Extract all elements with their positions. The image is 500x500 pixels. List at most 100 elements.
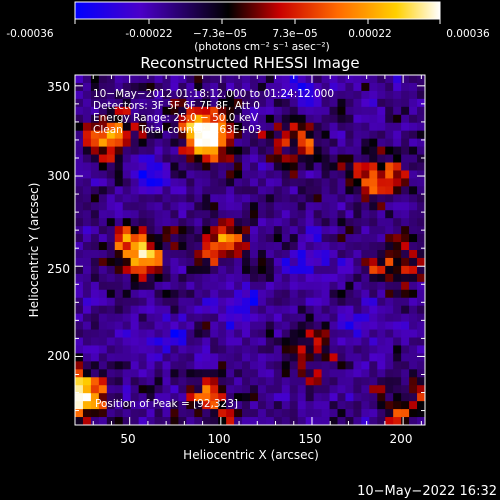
heatmap-cell	[377, 329, 386, 339]
heatmap-cell	[194, 401, 203, 410]
heatmap-cell	[162, 162, 172, 172]
heatmap-cell	[250, 353, 259, 362]
heatmap-cell	[178, 234, 187, 243]
heatmap-cell	[393, 170, 402, 179]
heatmap-cell	[98, 98, 108, 108]
heatmap-cell	[194, 114, 203, 124]
heatmap-cell	[242, 337, 251, 347]
heatmap-cell	[289, 305, 299, 315]
heatmap-cell	[417, 202, 425, 211]
heatmap-cell	[289, 377, 299, 386]
heatmap-cell	[146, 106, 156, 116]
heatmap-cell	[393, 210, 402, 219]
heatmap-cell	[242, 242, 251, 251]
heatmap-cell	[337, 345, 347, 354]
heatmap-cell	[178, 242, 187, 251]
heatmap-cell	[194, 106, 203, 116]
heatmap-cell	[369, 162, 378, 172]
heatmap-cell	[385, 130, 394, 140]
heatmap-cell	[106, 265, 116, 275]
heatmap-cell	[281, 401, 291, 410]
colorbar-tick-label: 0.00036	[446, 28, 490, 40]
heatmap-cell	[385, 281, 394, 291]
heatmap-cell	[186, 226, 195, 235]
heatmap-cell	[98, 265, 108, 275]
heatmap-cell	[114, 257, 124, 267]
heatmap-cell	[297, 321, 307, 331]
heatmap-cell	[329, 393, 339, 402]
heatmap-cell	[257, 289, 267, 299]
heatmap-cell	[202, 234, 211, 243]
heatmap-cell	[90, 186, 100, 195]
heatmap-cell	[313, 122, 323, 132]
heatmap-cell	[202, 417, 211, 425]
heatmap-cell	[257, 202, 267, 211]
heatmap-cell	[178, 226, 187, 235]
heatmap-cell	[170, 130, 179, 140]
heatmap-cell	[82, 305, 92, 315]
heatmap-cell	[393, 345, 402, 354]
heatmap-cell	[75, 170, 84, 179]
heatmap-cell	[281, 289, 291, 299]
heatmap-cell	[82, 313, 92, 323]
heatmap-cell	[90, 385, 100, 394]
heatmap-cell	[122, 90, 132, 100]
heatmap-cell	[226, 82, 235, 92]
heatmap-cell	[242, 417, 251, 425]
heatmap-cell	[186, 162, 195, 172]
heatmap-cell	[385, 154, 394, 164]
heatmap-cell	[186, 369, 195, 378]
heatmap-cell	[218, 417, 227, 425]
heatmap-cell	[154, 218, 164, 227]
heatmap-cell	[146, 202, 156, 211]
heatmap-cell	[154, 75, 164, 84]
heatmap-cell	[114, 234, 124, 243]
heatmap-cell	[409, 82, 418, 92]
heatmap-cell	[297, 242, 307, 251]
heatmap-cell	[345, 281, 354, 291]
heatmap-cell	[297, 305, 307, 315]
heatmap-cell	[273, 377, 283, 386]
heatmap-cell	[250, 361, 259, 370]
heatmap-cell	[106, 186, 116, 195]
heatmap-cell	[377, 250, 386, 259]
heatmap-cell	[130, 321, 140, 331]
heatmap-cell	[345, 353, 354, 362]
heatmap-cell	[265, 146, 275, 156]
heatmap-cell	[170, 329, 179, 339]
heatmap-cell	[210, 289, 219, 299]
heatmap-cell	[122, 250, 132, 259]
heatmap-cell	[393, 82, 402, 92]
heatmap-cell	[226, 409, 235, 418]
heatmap-cell	[289, 186, 299, 195]
heatmap-cell	[178, 82, 187, 92]
heatmap-cell	[178, 114, 187, 124]
heatmap-cell	[130, 329, 140, 339]
heatmap-cell	[98, 345, 108, 354]
heatmap-cell	[345, 138, 354, 148]
heatmap-cell	[385, 114, 394, 124]
heatmap-cell	[194, 289, 203, 299]
heatmap-cell	[210, 106, 219, 116]
heatmap-cell	[281, 281, 291, 291]
heatmap-cell	[353, 417, 362, 425]
heatmap-cell	[202, 122, 211, 132]
heatmap-cell	[297, 250, 307, 259]
heatmap-cell	[321, 226, 331, 235]
heatmap-cell	[289, 226, 299, 235]
heatmap-cell	[393, 75, 402, 84]
heatmap-cell	[98, 393, 108, 402]
heatmap-cell	[313, 273, 323, 283]
heatmap-cell	[202, 170, 211, 179]
heatmap-cell	[385, 138, 394, 148]
heatmap-cell	[194, 281, 203, 291]
heatmap-cell	[202, 186, 211, 195]
heatmap-cell	[218, 122, 227, 132]
heatmap-cell	[305, 202, 315, 211]
heatmap-cell	[329, 98, 339, 108]
heatmap-cell	[186, 202, 195, 211]
heatmap-cell	[210, 122, 219, 132]
heatmap-cell	[234, 154, 243, 164]
heatmap-cell	[130, 90, 140, 100]
heatmap-cell	[297, 138, 307, 148]
